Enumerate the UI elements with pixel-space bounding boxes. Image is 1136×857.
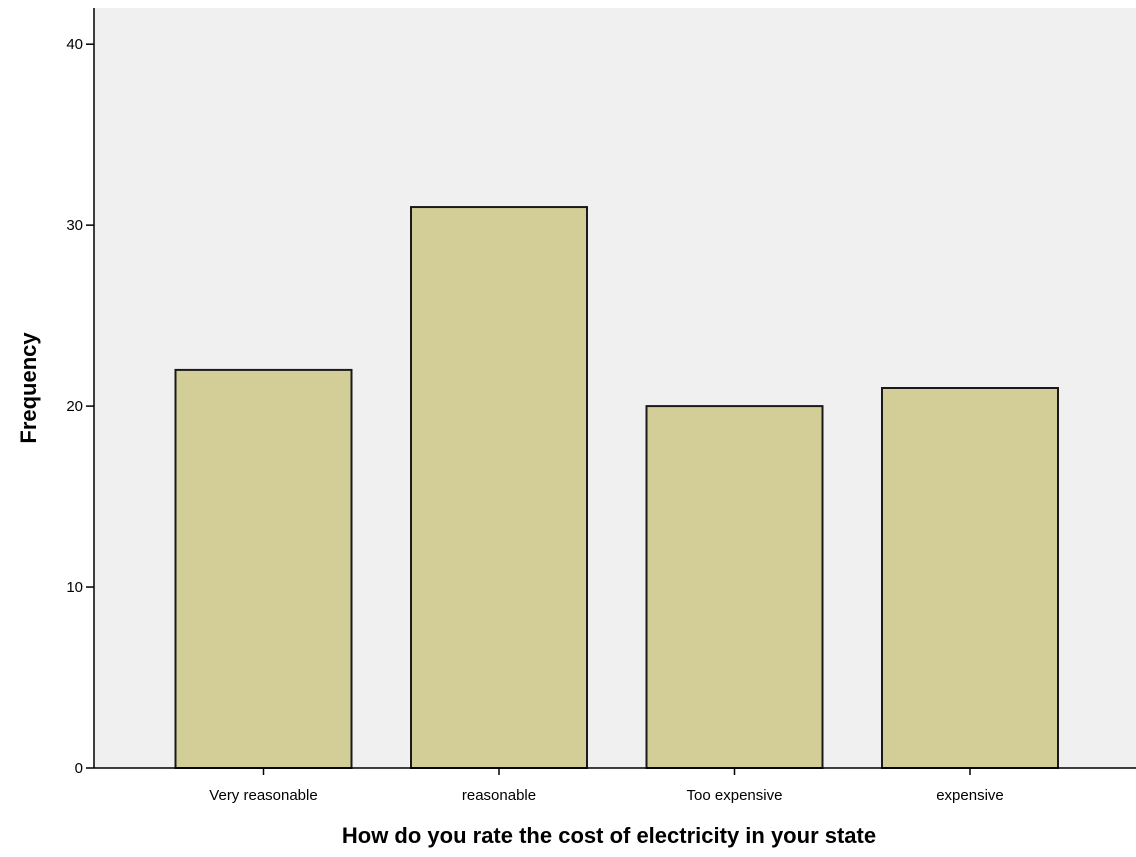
bar-reasonable <box>410 206 588 770</box>
x-ticks-group: Very reasonable reasonable Too expensive ex… <box>209 768 1004 804</box>
bars-group <box>174 206 1059 770</box>
y-tick-label: 30 <box>66 217 83 234</box>
bar-expensive <box>881 387 1059 769</box>
y-tick-label: 20 <box>66 398 83 415</box>
x-tick-label: reasonable <box>462 787 536 804</box>
y-tick-label: 10 <box>66 579 83 596</box>
y-tick-label: 0 <box>75 760 83 777</box>
x-axis-title: How do you rate the cost of electricity … <box>342 823 876 848</box>
y-ticks-group: 0 10 20 30 40 <box>66 36 94 777</box>
x-tick-label: Very reasonable <box>209 787 317 804</box>
bar-too-expensive <box>645 405 824 769</box>
y-tick-label: 40 <box>66 36 83 53</box>
x-tick-label: expensive <box>936 787 1004 804</box>
y-axis-title: Frequency <box>16 332 41 444</box>
bar-very-reasonable <box>174 368 353 769</box>
x-tick-label: Too expensive <box>687 787 783 804</box>
